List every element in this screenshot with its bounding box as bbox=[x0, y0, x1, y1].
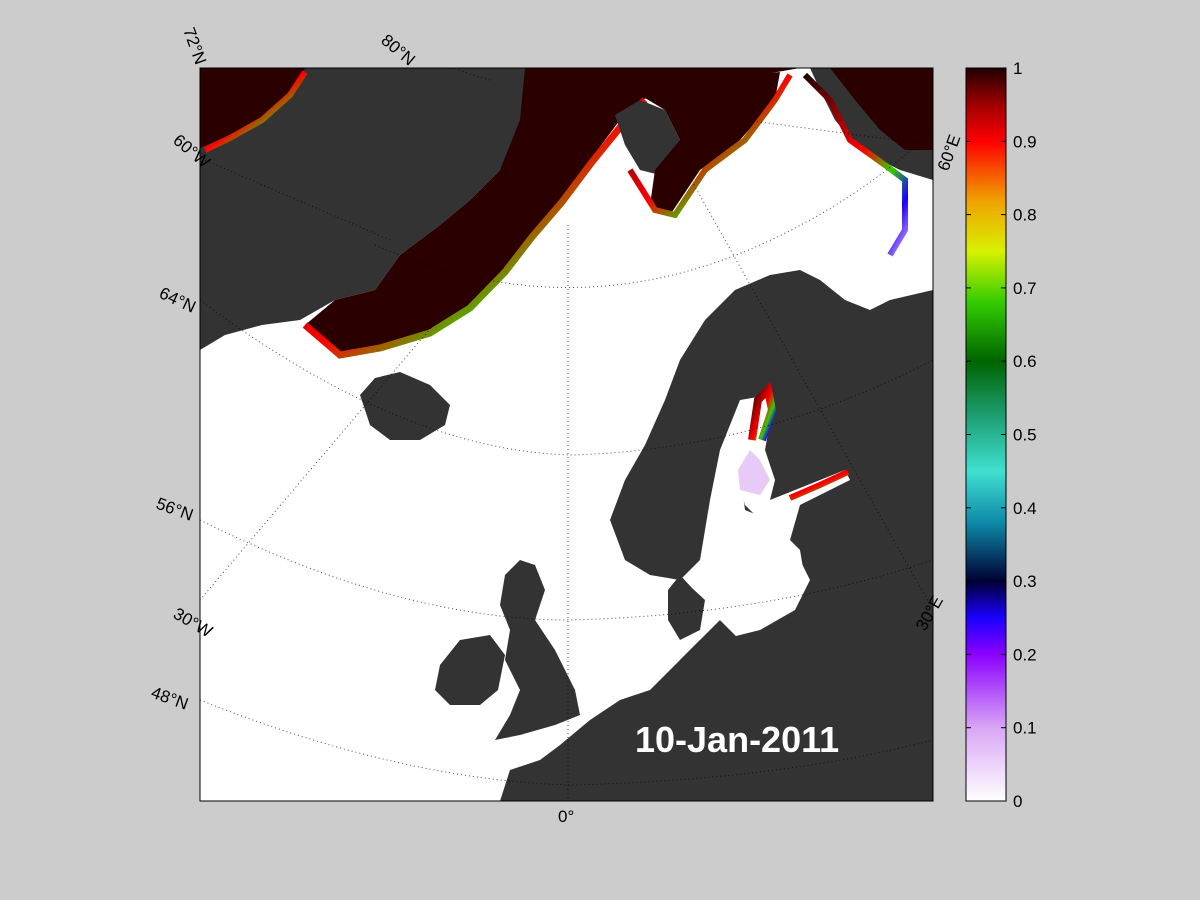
label-lon-60e: 60°E bbox=[934, 132, 965, 173]
colorbar-tick-label: 0.9 bbox=[1013, 132, 1037, 151]
label-lat-56n: 56°N bbox=[154, 494, 196, 525]
barents-ice-edge bbox=[802, 72, 908, 257]
bothnia-thin-ice bbox=[738, 450, 770, 495]
meridian-30w bbox=[200, 269, 481, 601]
parallel-72n bbox=[374, 129, 933, 288]
map-frame bbox=[199, 67, 934, 802]
label-lon-0: 0° bbox=[558, 807, 574, 826]
parallel-56n bbox=[200, 519, 933, 621]
date-label: 10-Jan-2011 bbox=[635, 719, 839, 760]
svalbard-sea-ice bbox=[640, 72, 780, 215]
svalbard-ice-edge bbox=[627, 73, 793, 219]
graticule bbox=[200, 68, 933, 801]
kara-sea-ice bbox=[830, 68, 933, 150]
colorbar-tick-label: 0.6 bbox=[1013, 352, 1037, 371]
label-lat-64n: 64°N bbox=[156, 283, 198, 316]
bothnia-bay-ice bbox=[748, 381, 777, 442]
greenland-landmass bbox=[200, 68, 530, 350]
parallel-64n bbox=[200, 299, 933, 456]
baffin-ice-edge bbox=[203, 70, 308, 153]
colorbar-tick-label: 0.8 bbox=[1013, 206, 1037, 225]
ireland-landmass bbox=[435, 635, 505, 705]
colorbar-tick-label: 1 bbox=[1013, 59, 1022, 78]
iceland-landmass bbox=[360, 372, 450, 440]
colorbar-tick-label: 0.1 bbox=[1013, 719, 1037, 738]
colorbar-fill bbox=[966, 68, 1006, 801]
colorbar-tick-label: 0.2 bbox=[1013, 645, 1037, 664]
colorbar-tick-label: 0.3 bbox=[1013, 572, 1037, 591]
gulf-of-finland-ice bbox=[788, 469, 850, 501]
svalbard-landmass bbox=[615, 100, 680, 175]
label-lat-80n: 80°N bbox=[377, 31, 418, 70]
colorbar-tick-label: 0.7 bbox=[1013, 279, 1037, 298]
map-panel: 10-Jan-2011 bbox=[200, 68, 933, 801]
colorbar-tick-label: 0.5 bbox=[1013, 426, 1037, 445]
baffin-sea-ice bbox=[200, 68, 305, 148]
greenland-east-sea-ice bbox=[305, 68, 800, 352]
denmark-landmass bbox=[668, 575, 705, 640]
label-lat-48n: 48°N bbox=[149, 683, 191, 714]
colorbar-ticks: 1 0.9 0.8 0.7 0.6 0.5 0.4 0.3 0.2 0.1 0 bbox=[966, 59, 1037, 811]
greenland-ice-edge bbox=[302, 97, 648, 359]
continental-europe-landmass bbox=[500, 600, 933, 801]
colorbar: 1 0.9 0.8 0.7 0.6 0.5 0.4 0.3 0.2 0.1 0 bbox=[965, 59, 1037, 811]
label-lat-72n: 72°N bbox=[179, 25, 210, 67]
great-britain-landmass bbox=[495, 560, 580, 740]
colorbar-tick-label: 0 bbox=[1013, 792, 1022, 811]
meridian-60w bbox=[204, 159, 391, 241]
colorbar-tick-label: 0.4 bbox=[1013, 499, 1037, 518]
